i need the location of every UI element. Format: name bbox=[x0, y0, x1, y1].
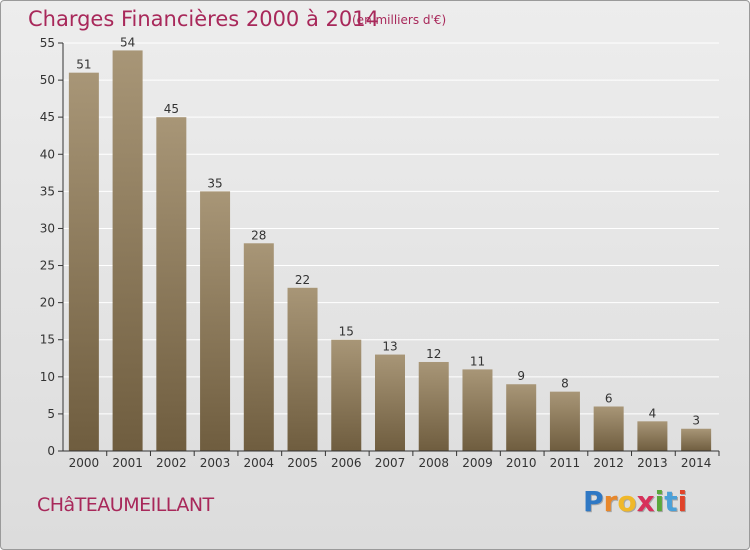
x-tick-label-2010: 2010 bbox=[506, 456, 537, 470]
bar-2009 bbox=[462, 369, 493, 451]
x-tick-label-2005: 2005 bbox=[287, 456, 318, 470]
bar-2006 bbox=[331, 339, 362, 451]
x-tick-label-2003: 2003 bbox=[200, 456, 231, 470]
y-tick-label: 50 bbox=[40, 73, 55, 87]
bar-2012 bbox=[593, 406, 624, 451]
logo-letter: i bbox=[677, 485, 688, 518]
y-tick-label: 0 bbox=[47, 444, 55, 458]
bar-2002 bbox=[156, 117, 187, 451]
logo-letter: t bbox=[664, 485, 678, 518]
bar-2013 bbox=[637, 421, 668, 451]
data-label-2001: 54 bbox=[120, 35, 135, 49]
data-label-2003: 35 bbox=[207, 176, 222, 190]
data-label-2007: 13 bbox=[382, 340, 397, 354]
chart-subtitle: (en milliers d'€) bbox=[352, 13, 447, 27]
x-tick-label-2001: 2001 bbox=[112, 456, 143, 470]
data-label-2006: 15 bbox=[339, 325, 354, 339]
bar-2010 bbox=[506, 384, 537, 451]
proxiti-logo: Proxiti bbox=[583, 485, 687, 518]
x-tick-label-2011: 2011 bbox=[550, 456, 581, 470]
x-tick-label-2007: 2007 bbox=[375, 456, 406, 470]
logo-letter: r bbox=[603, 485, 618, 518]
x-tick-label-2009: 2009 bbox=[462, 456, 493, 470]
bar-2000 bbox=[68, 72, 99, 451]
data-label-2012: 6 bbox=[605, 391, 613, 405]
x-tick-label-2012: 2012 bbox=[593, 456, 624, 470]
bar-2005 bbox=[287, 287, 318, 451]
logo-letter: i bbox=[654, 485, 665, 518]
y-tick-label: 35 bbox=[40, 184, 55, 198]
data-label-2008: 12 bbox=[426, 347, 441, 361]
bar-2008 bbox=[418, 361, 449, 451]
data-label-2010: 9 bbox=[517, 369, 525, 383]
bars: 51 54 45 35 28 22 15 13 12 11 9 8 6 4 3 bbox=[68, 35, 712, 451]
chart-title: Charges Financières 2000 à 2014 bbox=[28, 7, 379, 31]
data-label-2002: 45 bbox=[164, 102, 179, 116]
x-tick-label-2006: 2006 bbox=[331, 456, 362, 470]
x-tick-label-2000: 2000 bbox=[69, 456, 100, 470]
y-tick-label: 10 bbox=[40, 370, 55, 384]
bar-2003 bbox=[200, 191, 231, 451]
x-tick-label-2002: 2002 bbox=[156, 456, 187, 470]
x-tick-label-2008: 2008 bbox=[418, 456, 449, 470]
x-tick-label-2013: 2013 bbox=[637, 456, 668, 470]
bar-2007 bbox=[375, 354, 405, 451]
x-tick-label-2014: 2014 bbox=[681, 456, 712, 470]
x-tick-label-2004: 2004 bbox=[244, 456, 275, 470]
commune-name: CHâTEAUMEILLANT bbox=[37, 494, 214, 516]
y-tick-label: 30 bbox=[40, 221, 55, 235]
data-label-2009: 11 bbox=[470, 354, 485, 368]
axes: 0 5 10 15 20 25 30 35 40 45 50 55 2000 2001 2002 2003 20… bbox=[40, 36, 720, 470]
y-tick-label: 45 bbox=[40, 110, 55, 124]
logo-letter: x bbox=[636, 485, 655, 518]
y-tick-label: 25 bbox=[40, 259, 55, 273]
logo-letter: P bbox=[583, 485, 604, 518]
bar-2004 bbox=[243, 243, 274, 451]
y-tick-label: 5 bbox=[47, 407, 55, 421]
data-label-2000: 51 bbox=[76, 58, 91, 72]
y-tick-label: 15 bbox=[40, 333, 55, 347]
bar-2011 bbox=[549, 391, 580, 451]
data-label-2005: 22 bbox=[295, 273, 310, 287]
logo-letter: o bbox=[617, 485, 637, 518]
bar-2014 bbox=[681, 428, 712, 451]
data-label-2014: 3 bbox=[692, 414, 700, 428]
bar-2001 bbox=[112, 50, 143, 451]
y-tick-label: 40 bbox=[40, 147, 55, 161]
y-tick-label: 20 bbox=[40, 296, 55, 310]
data-label-2013: 4 bbox=[649, 406, 657, 420]
data-label-2004: 28 bbox=[251, 228, 266, 242]
data-label-2011: 8 bbox=[561, 377, 569, 391]
y-tick-label: 55 bbox=[40, 36, 55, 50]
